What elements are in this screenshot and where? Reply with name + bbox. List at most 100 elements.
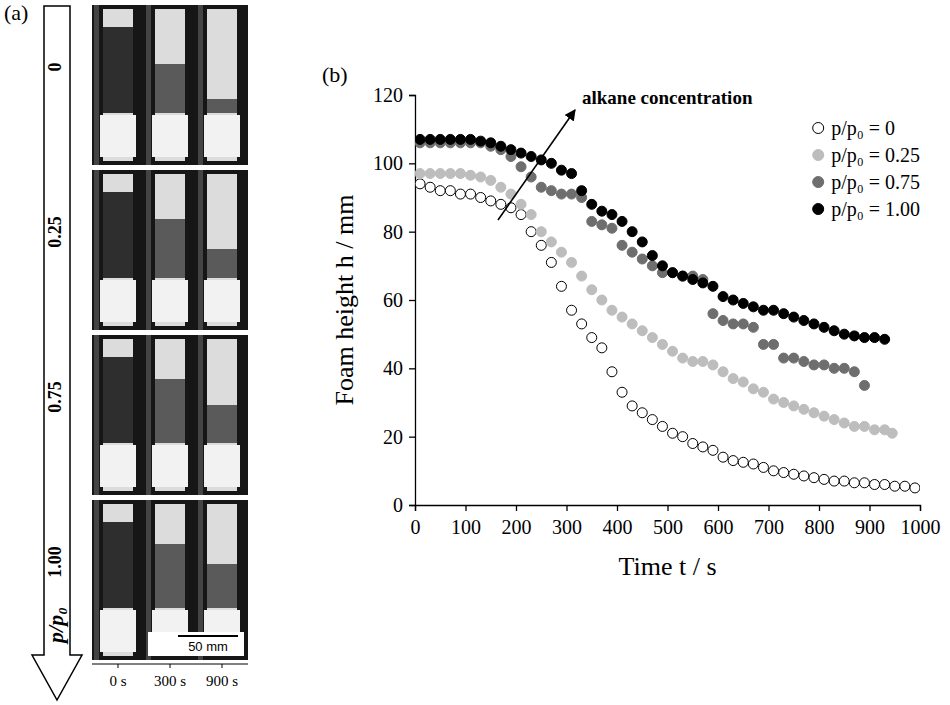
- point: [809, 473, 819, 483]
- x-axis: 01002003004005006007008009001000: [411, 505, 941, 538]
- panel-b: (b)0100200300400500600700800900100002040…: [322, 62, 941, 581]
- foam: [103, 192, 133, 278]
- point: [607, 367, 617, 377]
- scale-bar-box: [148, 632, 244, 656]
- point: [819, 474, 829, 484]
- y-axis-line: [409, 96, 416, 506]
- point: [728, 319, 738, 329]
- point: [455, 169, 465, 179]
- point: [476, 136, 486, 146]
- frame-rail: [198, 335, 203, 495]
- point: [567, 257, 577, 267]
- y-axis-title: Foam height h / mm: [330, 195, 359, 406]
- point: [627, 227, 637, 237]
- point: [445, 169, 455, 179]
- point: [829, 363, 839, 373]
- point: [829, 476, 839, 486]
- x-tick-mark: [617, 505, 618, 511]
- point: [779, 468, 789, 478]
- y-tick: 120: [373, 84, 415, 106]
- point: [455, 189, 465, 199]
- legend-label: p/p₀ = 0.25: [831, 144, 920, 167]
- point: [849, 421, 859, 431]
- point: [597, 343, 607, 353]
- foam: [155, 219, 185, 278]
- point: [779, 398, 789, 408]
- frame-rail: [146, 5, 151, 165]
- point: [455, 134, 465, 144]
- point: [627, 319, 637, 329]
- point: [486, 196, 496, 206]
- point: [870, 333, 880, 343]
- base: [100, 610, 136, 652]
- x-tick-mark: [920, 505, 921, 511]
- point: [577, 186, 587, 196]
- point: [546, 158, 556, 168]
- point: [748, 302, 758, 312]
- point: [425, 182, 435, 192]
- point: [698, 357, 708, 367]
- points: [415, 134, 920, 493]
- figure: (a)00.250.751.00p/p₀50 mm0 s300 s900 s(b…: [0, 0, 950, 705]
- point: [799, 316, 809, 326]
- frame-rail: [146, 335, 151, 495]
- y-tick: 20: [383, 426, 415, 448]
- annotation-arrow: [498, 110, 575, 220]
- point: [597, 295, 607, 305]
- point: [597, 206, 607, 216]
- point: [708, 309, 718, 319]
- x-axis-line: [416, 506, 921, 512]
- x-tick: 700: [754, 505, 784, 538]
- point: [779, 309, 789, 319]
- point: [839, 418, 849, 428]
- point: [769, 305, 779, 315]
- point: [556, 281, 566, 291]
- point: [779, 353, 789, 363]
- point: [708, 281, 718, 291]
- x-tick-label: 400: [603, 516, 633, 538]
- y-tick-mark: [409, 232, 415, 233]
- point: [849, 478, 859, 488]
- point: [526, 210, 536, 220]
- y-tick-mark: [409, 95, 415, 96]
- point: [839, 363, 849, 373]
- x-tick-mark: [516, 505, 517, 511]
- point: [718, 367, 728, 377]
- point: [769, 466, 779, 476]
- point: [728, 295, 738, 305]
- x-tick-label: 800: [805, 516, 835, 538]
- point: [445, 134, 455, 144]
- column-label: 300 s: [154, 673, 186, 689]
- point: [887, 428, 897, 438]
- y-tick-label: 80: [383, 221, 403, 243]
- x-tick-label: 1000: [901, 516, 941, 538]
- base: [100, 115, 136, 157]
- row-label: 0: [45, 63, 65, 72]
- point: [536, 240, 546, 250]
- x-tick: 800: [805, 505, 835, 538]
- point: [678, 271, 688, 281]
- point: [829, 326, 839, 336]
- column-label: 900 s: [206, 673, 238, 689]
- point: [466, 134, 476, 144]
- panel-letter: (a): [4, 0, 28, 25]
- point: [647, 261, 657, 271]
- point: [567, 189, 577, 199]
- point: [708, 445, 718, 455]
- point: [415, 169, 425, 179]
- point: [859, 380, 869, 390]
- frame-rail: [94, 335, 99, 495]
- x-tick: 400: [603, 505, 633, 538]
- pressure-arrow: [32, 6, 82, 700]
- x-tick-mark: [819, 505, 820, 511]
- point: [849, 331, 859, 341]
- point: [748, 322, 758, 332]
- point: [617, 216, 627, 226]
- point: [718, 292, 728, 302]
- point: [668, 268, 678, 278]
- base: [152, 115, 188, 157]
- point: [647, 415, 657, 425]
- point: [748, 459, 758, 469]
- foam: [103, 522, 133, 608]
- photo-row: [92, 5, 248, 165]
